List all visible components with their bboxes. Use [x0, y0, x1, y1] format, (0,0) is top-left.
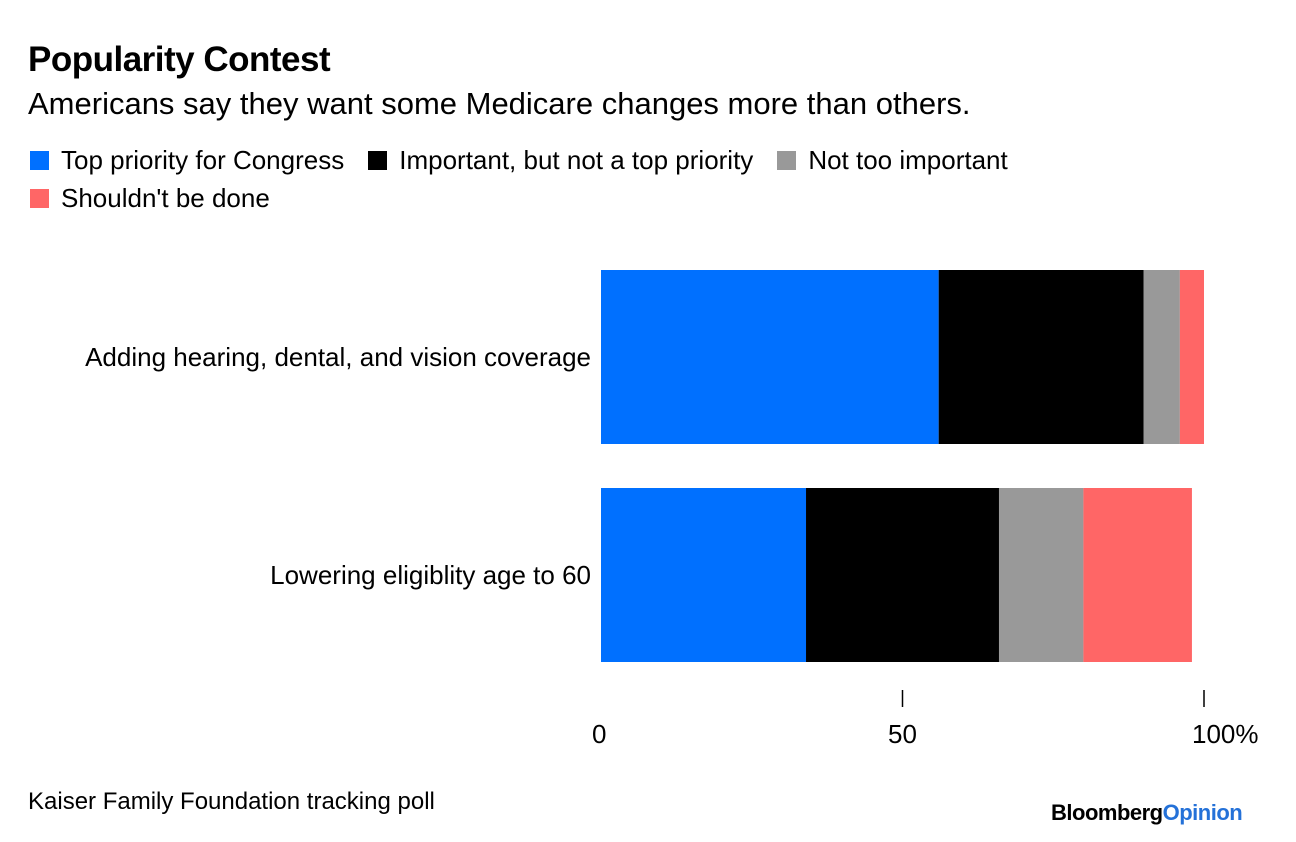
legend-label: Important, but not a top priority	[399, 145, 754, 175]
legend-label: Not too important	[808, 145, 1008, 175]
bar-segment	[1083, 488, 1192, 662]
legend-item: Shouldn't be done	[30, 184, 270, 212]
bar-segment	[601, 270, 939, 444]
bar-segment	[806, 488, 999, 662]
bar-segment	[1143, 270, 1180, 444]
bar-segment	[998, 488, 1084, 662]
x-tick-label: 0	[592, 719, 606, 749]
legend-swatch	[777, 150, 797, 170]
bar-segment	[1179, 270, 1204, 444]
source-note: Kaiser Family Foundation tracking poll	[28, 788, 435, 815]
legend-label: Shouldn't be done	[61, 183, 270, 213]
legend-label: Top priority for Congress	[61, 145, 345, 175]
chart-title: Popularity Contest	[28, 40, 331, 79]
brand-logo: BloombergOpinion	[1051, 800, 1243, 826]
legend-item: Top priority for Congress	[30, 146, 344, 174]
x-tick-label: 100%	[1192, 719, 1259, 749]
bar-segment	[938, 270, 1144, 444]
brand-logo-part2: Opinion	[1162, 800, 1243, 825]
category-label: Lowering eligiblity age to 60	[270, 560, 591, 590]
x-tick-label: 50	[888, 719, 917, 749]
bar-segment	[601, 488, 807, 662]
brand-logo-part1: Bloomberg	[1051, 800, 1163, 825]
category-label: Adding hearing, dental, and vision cover…	[85, 342, 591, 372]
legend-swatch	[368, 150, 388, 170]
legend: Top priority for Congress Important, but …	[30, 146, 1210, 212]
legend-swatch	[30, 188, 49, 208]
legend-item: Not too important	[777, 145, 1008, 175]
chart-subtitle: Americans say they want some Medicare ch…	[28, 86, 971, 121]
legend-swatch	[30, 150, 49, 170]
legend-item: Important, but not a top priority	[368, 146, 753, 174]
